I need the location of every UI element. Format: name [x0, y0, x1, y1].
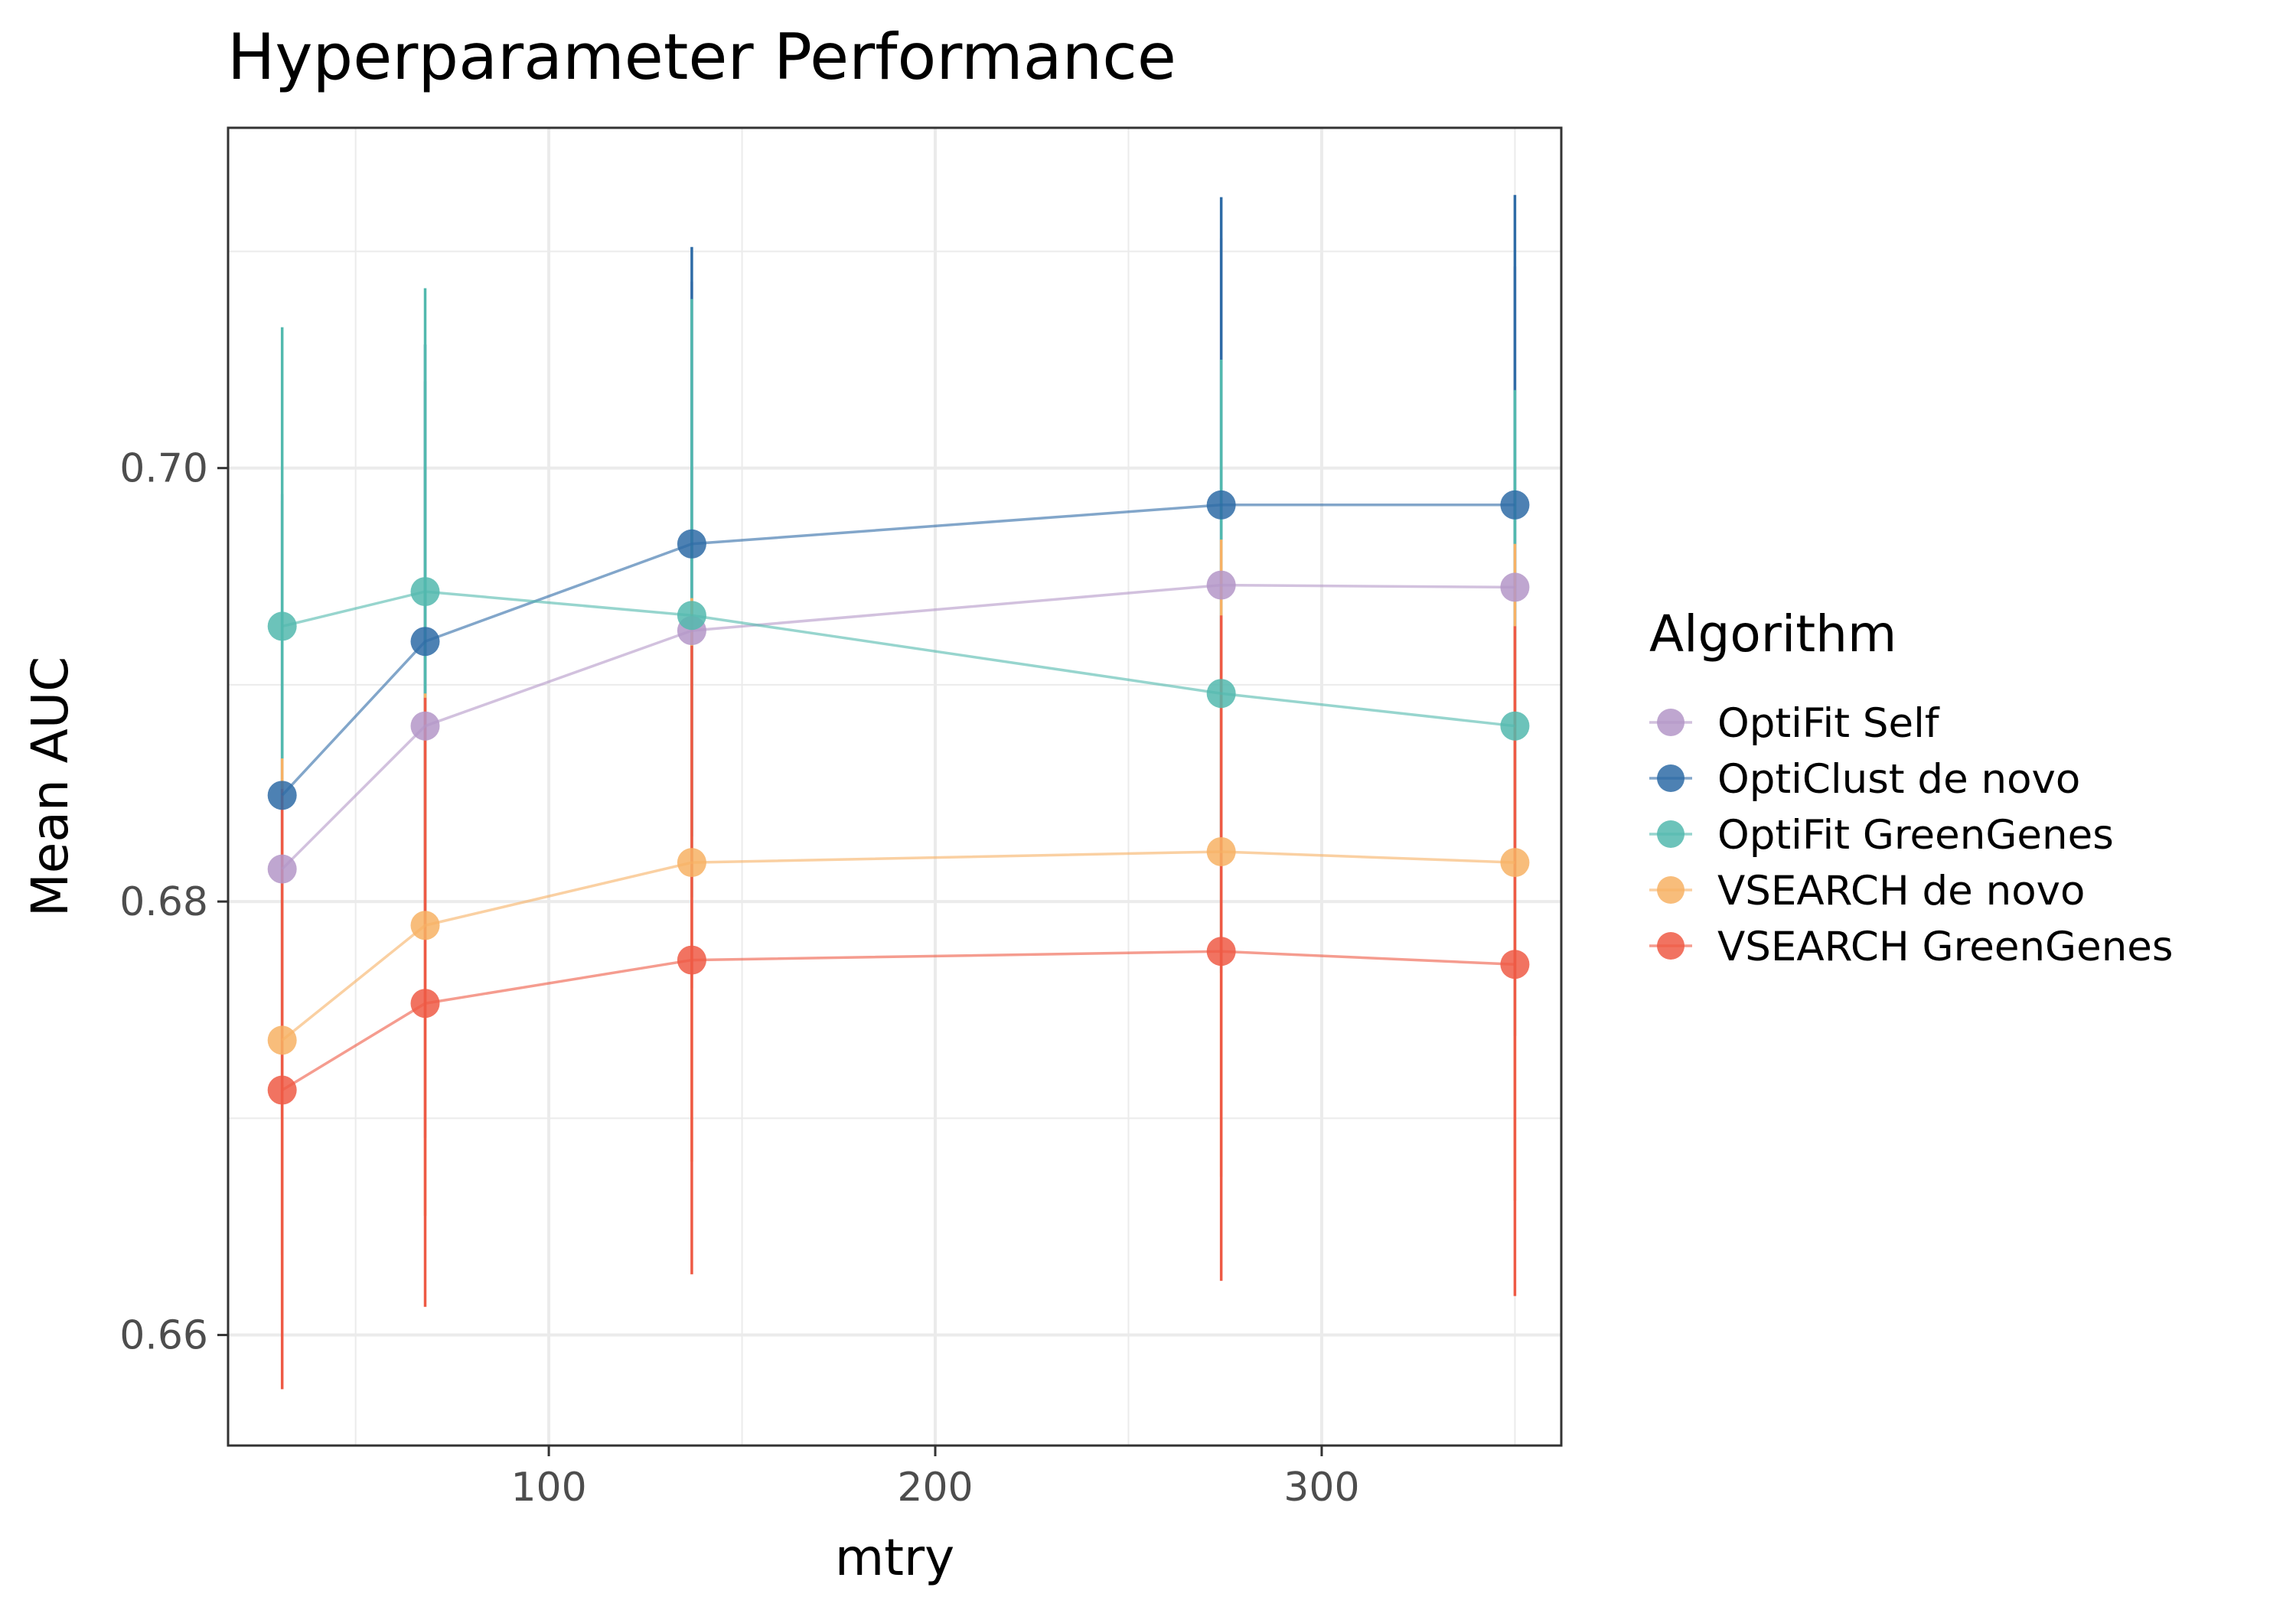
data-point: [677, 945, 706, 975]
series-line: [281, 504, 1515, 797]
chart-title: Hyperparameter Performance: [227, 20, 1176, 94]
series-line: [281, 583, 1515, 870]
data-point: [1500, 572, 1530, 602]
panel-border: [227, 126, 1563, 1447]
legend-label: VSEARCH de novo: [1717, 868, 2085, 914]
legend-label: OptiClust de novo: [1717, 756, 2080, 803]
legend-title: Algorithm: [1649, 605, 1896, 663]
data-point: [1206, 679, 1236, 709]
data-point: [267, 1025, 297, 1055]
data-point: [1206, 490, 1236, 520]
legend-key-marker: [1657, 876, 1684, 904]
data-point: [267, 854, 297, 884]
data-point: [267, 1075, 297, 1105]
data-point: [1500, 711, 1530, 741]
data-point: [267, 611, 297, 641]
x-axis-title: mtry: [835, 1528, 954, 1587]
data-point: [410, 711, 440, 741]
legend-label: OptiFit GreenGenes: [1717, 812, 2114, 859]
data-layer: [267, 194, 1530, 1390]
data-point: [1206, 570, 1236, 600]
legend-label: VSEARCH GreenGenes: [1717, 924, 2174, 970]
legend-key-marker: [1657, 709, 1684, 736]
x-tick-label: 200: [897, 1465, 973, 1511]
data-point: [1500, 490, 1530, 520]
y-axis-title: Mean AUC: [21, 657, 80, 917]
x-tick-label: 100: [510, 1465, 586, 1511]
series-line: [281, 950, 1515, 1092]
data-point: [410, 989, 440, 1019]
data-point: [410, 911, 440, 940]
axis-layer: 100 200 300 0.66 0.68 0.70: [119, 446, 1359, 1511]
legend-label: OptiFit Self: [1717, 700, 1940, 747]
legend: Algorithm OptiFit Self OptiClust de novo O…: [1649, 605, 2174, 970]
data-point: [410, 627, 440, 657]
y-tick-label: 0.70: [119, 446, 208, 492]
y-tick-label: 0.66: [119, 1313, 208, 1359]
data-point: [1206, 836, 1236, 866]
data-point: [1206, 937, 1236, 966]
data-point: [1500, 848, 1530, 878]
legend-key-marker: [1657, 764, 1684, 792]
data-point: [410, 577, 440, 607]
y-tick-label: 0.68: [119, 879, 208, 925]
legend-key-marker: [1657, 820, 1684, 848]
legend-key-marker: [1657, 932, 1684, 960]
grid-layer: [228, 128, 1561, 1446]
data-point: [677, 529, 706, 559]
x-tick-label: 300: [1283, 1465, 1359, 1511]
data-point: [1500, 950, 1530, 980]
series-line: [281, 850, 1515, 1041]
data-point: [267, 781, 297, 810]
data-point: [677, 848, 706, 878]
data-point: [677, 601, 706, 631]
